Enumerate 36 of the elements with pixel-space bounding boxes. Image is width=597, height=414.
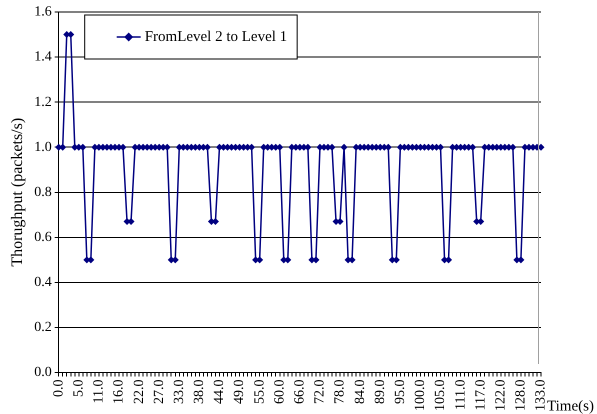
- x-tick-label: 66.0: [292, 380, 308, 404]
- x-tick-label: 122.0: [493, 380, 508, 411]
- x-tick-label: 22.0: [132, 380, 147, 404]
- y-tick-label: 1.2: [34, 94, 52, 110]
- x-tick-label: 78.0: [332, 380, 348, 404]
- y-tick-label: 0.2: [34, 320, 52, 336]
- x-tick-label: 128.0: [514, 380, 529, 411]
- x-tick-label: 84.0: [352, 380, 368, 404]
- y-tick-label: 1.0: [34, 140, 52, 155]
- x-tick-label: 44.0: [212, 380, 228, 404]
- x-tick-label: 5.0: [71, 380, 86, 397]
- y-tick-label: 1.4: [34, 50, 52, 65]
- x-tick-label: 95.0: [393, 380, 408, 404]
- y-tick-label: 0.4: [34, 275, 52, 290]
- y-tick-label: 0.0: [34, 365, 52, 380]
- y-axis-title: Thorughput (packets/s): [8, 118, 26, 267]
- legend-label: FromLevel 2 to Level 1: [144, 28, 288, 45]
- y-tick-label: 1.6: [34, 4, 52, 20]
- x-tick-label: 16.0: [112, 380, 127, 404]
- x-tick-label: 100.0: [413, 380, 428, 411]
- x-tick-label: 49.0: [232, 380, 248, 404]
- x-tick-label: 27.0: [152, 380, 167, 404]
- x-tick-label: 38.0: [192, 380, 208, 404]
- y-tick-label: 0.6: [34, 230, 52, 245]
- x-tick-label: 33.0: [172, 380, 187, 404]
- x-tick-label: 11.0: [92, 380, 107, 404]
- x-tick-label: 0.0: [51, 380, 66, 397]
- x-tick-label: 60.0: [272, 380, 288, 404]
- y-tick-label: 0.8: [34, 184, 52, 200]
- x-tick-label: 111.0: [453, 380, 468, 410]
- x-tick-label: 105.0: [433, 380, 448, 411]
- x-tick-label: 55.0: [252, 380, 268, 404]
- x-tick-label: 89.0: [372, 380, 388, 404]
- x-tick-label: 117.0: [473, 380, 488, 410]
- x-tick-label: 72.0: [312, 380, 328, 404]
- x-axis-title: Time(s): [547, 398, 594, 414]
